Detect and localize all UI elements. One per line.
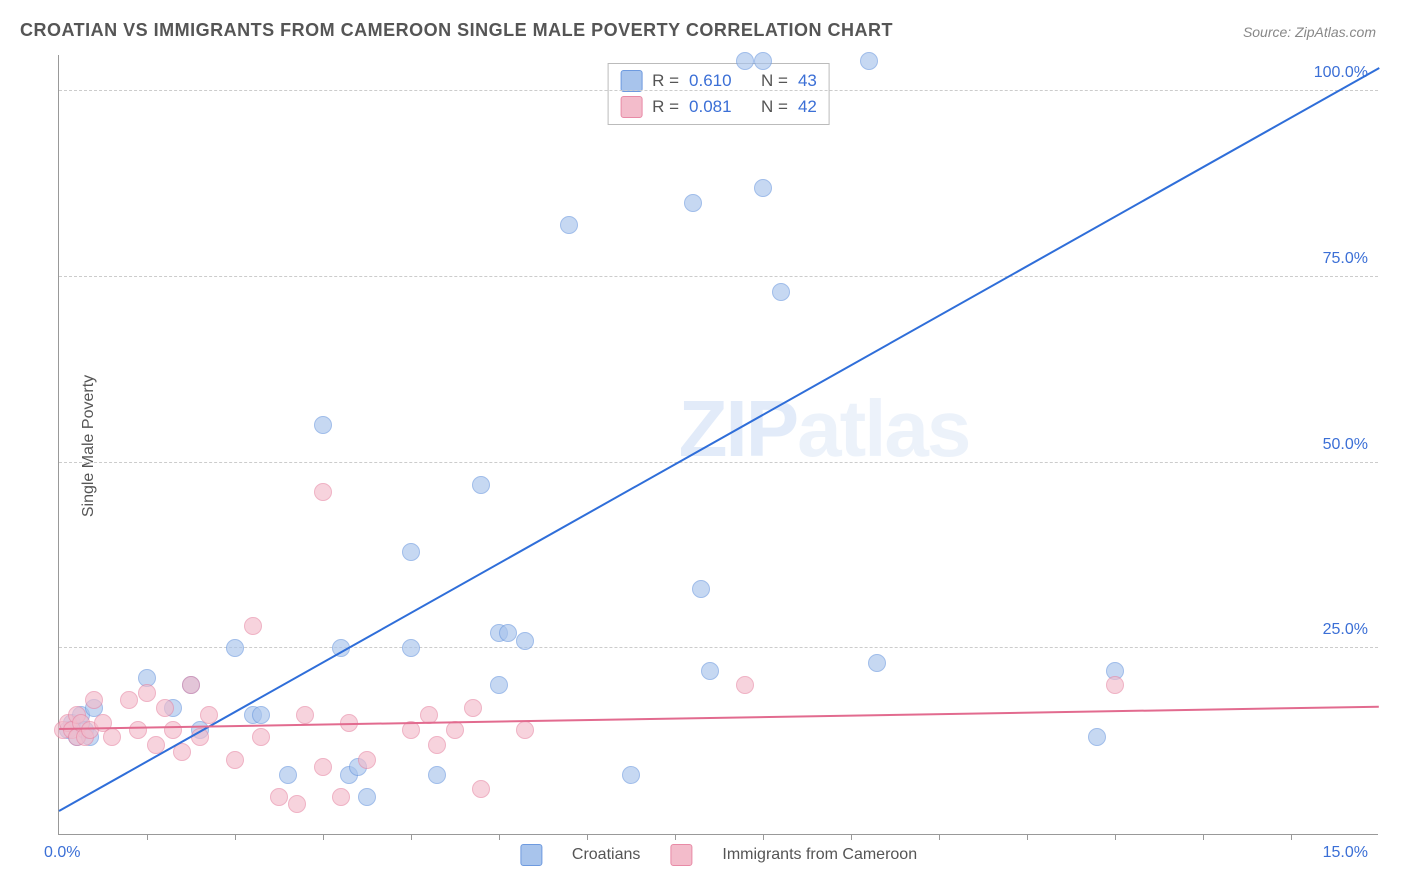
data-point [516,721,534,739]
stat-value: 0.610 [689,71,732,91]
x-tick-mark [323,834,324,840]
data-point [499,624,517,642]
data-point [472,476,490,494]
data-point [472,780,490,798]
data-point [1106,676,1124,694]
stat-value: 42 [798,97,817,117]
x-tick-mark [587,834,588,840]
data-point [684,194,702,212]
data-point [692,580,710,598]
data-point [296,706,314,724]
x-tick-mark [411,834,412,840]
data-point [464,699,482,717]
data-point [560,216,578,234]
legend-label: Immigrants from Cameroon [722,846,917,864]
data-point [244,617,262,635]
data-point [736,52,754,70]
data-point [701,662,719,680]
data-point [279,766,297,784]
data-point [868,654,886,672]
gridline [59,276,1378,277]
data-point [428,766,446,784]
data-point [754,179,772,197]
stat-value: 0.081 [689,97,732,117]
stat-label: N = [761,97,788,117]
x-axis-max-label: 15.0% [1323,844,1368,862]
y-tick-label: 50.0% [1323,436,1368,454]
data-point [358,751,376,769]
chart-title: CROATIAN VS IMMIGRANTS FROM CAMEROON SIN… [20,20,893,41]
data-point [772,283,790,301]
x-tick-mark [675,834,676,840]
data-point [120,691,138,709]
scatter-chart: ZIPatlas R = 0.610 N = 43 R = 0.081 N = … [58,55,1378,835]
data-point [288,795,306,813]
stat-label: N = [761,71,788,91]
data-point [490,676,508,694]
data-point [402,543,420,561]
data-point [860,52,878,70]
stat-value: 43 [798,71,817,91]
data-point [252,728,270,746]
y-tick-label: 75.0% [1323,250,1368,268]
x-tick-mark [939,834,940,840]
data-point [314,483,332,501]
x-tick-mark [1291,834,1292,840]
data-point [622,766,640,784]
data-point [182,676,200,694]
stat-row: R = 0.081 N = 42 [620,94,817,120]
legend-label: Croatians [572,846,640,864]
series-swatch-icon [620,70,642,92]
data-point [314,758,332,776]
y-tick-label: 25.0% [1323,621,1368,639]
legend-swatch-icon [520,844,542,866]
data-point [1088,728,1106,746]
data-point [85,691,103,709]
data-point [103,728,121,746]
data-point [138,684,156,702]
data-point [332,788,350,806]
data-point [516,632,534,650]
x-tick-mark [763,834,764,840]
x-tick-mark [851,834,852,840]
stat-label: R = [652,97,679,117]
x-tick-mark [1203,834,1204,840]
data-point [226,751,244,769]
legend-swatch-icon [670,844,692,866]
data-point [402,639,420,657]
gridline [59,647,1378,648]
legend: Croatians Immigrants from Cameroon [520,844,917,866]
data-point [428,736,446,754]
data-point [226,639,244,657]
x-tick-mark [235,834,236,840]
gridline [59,462,1378,463]
data-point [156,699,174,717]
source-attribution: Source: ZipAtlas.com [1243,24,1376,40]
correlation-stats-box: R = 0.610 N = 43 R = 0.081 N = 42 [607,63,830,125]
x-tick-mark [499,834,500,840]
x-tick-mark [147,834,148,840]
data-point [446,721,464,739]
data-point [314,416,332,434]
x-axis-min-label: 0.0% [44,844,80,862]
data-point [164,721,182,739]
data-point [252,706,270,724]
gridline [59,90,1378,91]
data-point [736,676,754,694]
x-tick-mark [1115,834,1116,840]
stat-label: R = [652,71,679,91]
data-point [754,52,772,70]
data-point [270,788,288,806]
data-point [358,788,376,806]
x-tick-mark [1027,834,1028,840]
trend-line [59,67,1380,812]
series-swatch-icon [620,96,642,118]
data-point [129,721,147,739]
